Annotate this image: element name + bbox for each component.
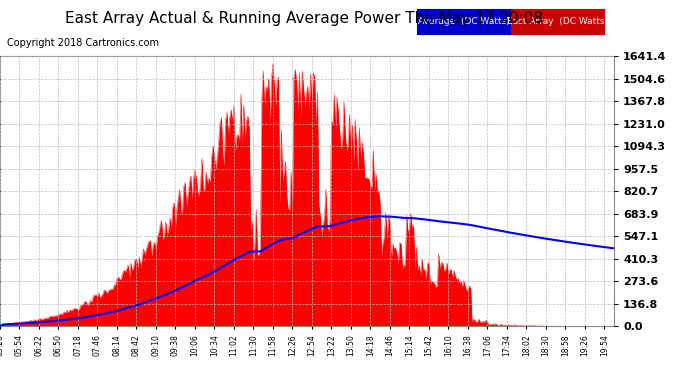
Text: East Array Actual & Running Average Power Thu May 17 20:08: East Array Actual & Running Average Powe…: [65, 11, 542, 26]
Text: Copyright 2018 Cartronics.com: Copyright 2018 Cartronics.com: [7, 38, 159, 48]
Text: Average  (DC Watts): Average (DC Watts): [418, 17, 510, 26]
Text: East Array  (DC Watts): East Array (DC Watts): [506, 17, 608, 26]
